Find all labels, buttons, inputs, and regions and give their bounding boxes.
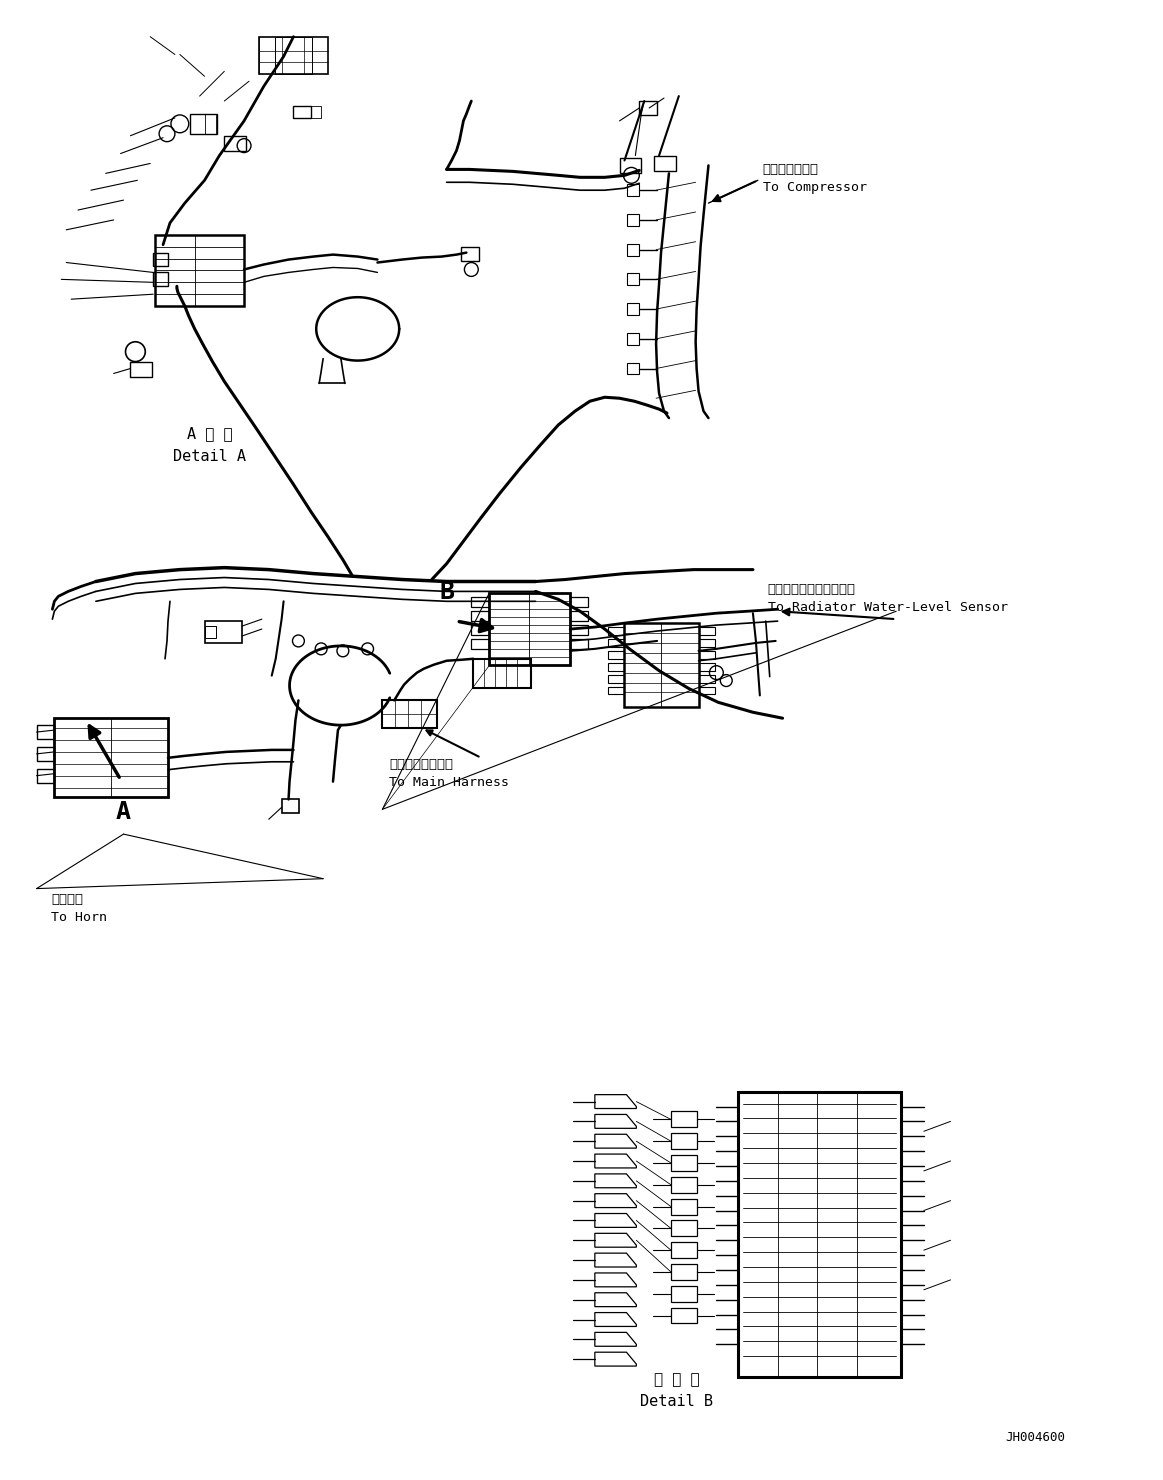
Text: ホーンへ: ホーンへ [51,894,84,906]
Bar [155,235,244,306]
Bar [471,625,490,635]
Bar [699,687,715,694]
Bar [608,628,625,635]
Bar [224,136,247,151]
Bar [628,185,640,197]
Bar [608,651,625,659]
Bar [671,1264,697,1280]
Bar [699,675,715,682]
Bar [55,718,167,798]
Bar [654,155,676,172]
Bar [699,663,715,670]
Bar [628,244,640,256]
Bar [671,1199,697,1215]
Bar [154,253,167,266]
Bar [628,303,640,315]
Bar [130,361,152,377]
Bar [608,675,625,682]
Bar [36,725,55,739]
Bar [383,700,437,728]
Text: To Horn: To Horn [51,912,107,925]
Bar [671,1154,697,1171]
Bar [205,622,242,642]
Bar [570,598,588,607]
Bar [471,611,490,622]
Bar [671,1177,697,1193]
Bar [570,625,588,635]
Bar [293,107,312,118]
Bar [274,37,312,74]
Bar [608,687,625,694]
Text: B: B [440,580,455,604]
Bar [570,639,588,648]
Bar [608,639,625,647]
Text: メインハーネスへ: メインハーネスへ [390,758,454,771]
Text: A: A [116,801,131,824]
Bar [628,215,640,226]
Bar [570,611,588,622]
Bar [640,101,657,115]
Bar [281,799,299,814]
Bar [699,651,715,659]
Bar [699,639,715,647]
Text: ラジエータ水位センサへ: ラジエータ水位センサへ [768,583,856,596]
Bar [462,247,479,260]
Text: Detail A: Detail A [173,448,247,463]
Text: JH004600: JH004600 [1005,1431,1065,1444]
Text: To Compressor: To Compressor [763,181,866,194]
Bar [628,274,640,286]
Bar [490,593,570,665]
Bar [671,1308,697,1323]
Bar [699,628,715,635]
Bar [259,37,328,74]
Bar [154,272,167,286]
Bar [471,639,490,648]
Bar [471,598,490,607]
Text: コンプレッサへ: コンプレッサへ [763,163,819,176]
Bar [205,114,216,133]
Text: 日 詳 細: 日 詳 細 [654,1372,700,1387]
Bar [620,157,641,173]
Bar [671,1111,697,1128]
Bar [473,659,530,688]
Text: To Main Harness: To Main Harness [390,776,509,789]
Text: Detail B: Detail B [641,1394,713,1409]
Bar [671,1286,697,1302]
Bar [312,107,321,118]
Bar [671,1134,697,1148]
Bar [628,363,640,374]
Bar [205,626,216,638]
Bar [608,663,625,670]
Bar [36,747,55,761]
Text: To Radiator Water-Level Sensor: To Radiator Water-Level Sensor [768,601,1008,614]
Bar [628,333,640,345]
Bar [671,1221,697,1236]
Bar [739,1092,901,1376]
Bar [190,114,217,133]
Text: A 詳 細: A 詳 細 [187,426,233,441]
Bar [36,768,55,783]
Bar [671,1242,697,1258]
Bar [625,623,699,707]
